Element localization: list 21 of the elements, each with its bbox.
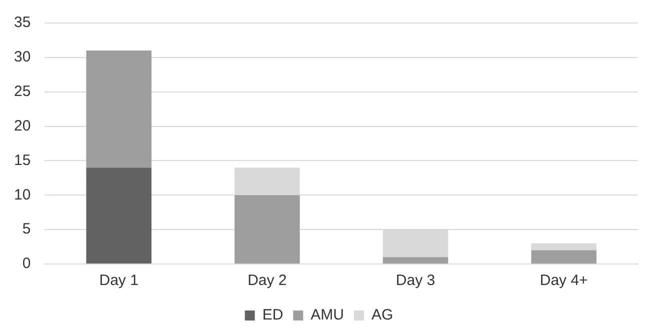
legend-label: ED: [262, 306, 284, 324]
bar: [234, 195, 300, 264]
x-tick-label: Day 1: [99, 272, 138, 290]
y-tick-label: 15: [14, 152, 31, 169]
y-tick-label: 25: [14, 83, 31, 100]
x-tick-label: Day 4+: [540, 272, 588, 290]
y-tick-label: 10: [14, 186, 31, 204]
y-tick-label: 0: [22, 255, 31, 272]
bar: [86, 168, 152, 264]
x-tick-label: Day 2: [248, 272, 287, 290]
y-tick-label: 35: [14, 14, 31, 32]
legend-label: AMU: [310, 306, 344, 324]
bar: [382, 257, 448, 264]
y-tick-label: 5: [22, 220, 31, 238]
bar: [86, 50, 152, 168]
y-tick-label: 30: [14, 48, 31, 66]
y-tick-label: 20: [14, 117, 31, 134]
bar: [531, 250, 596, 264]
x-tick-label: Day 3: [396, 272, 436, 290]
legend-label: AG: [372, 306, 394, 324]
bar: [531, 243, 596, 250]
